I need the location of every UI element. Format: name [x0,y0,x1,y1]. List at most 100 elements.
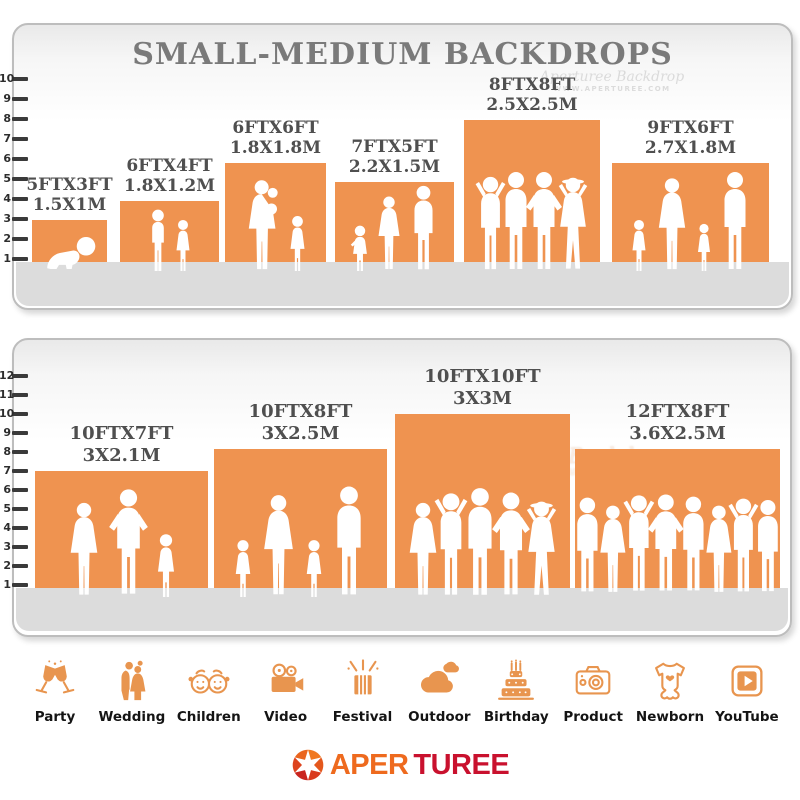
size-m-label: 2.7X1.8M [644,138,737,159]
girl-silhouette [287,215,308,271]
category-label: YouTube [715,709,779,725]
silhouette-group [464,171,600,271]
size-m-label: 2.2X1.5M [348,157,441,178]
ruler-tick [12,507,28,511]
ruler-number: 2 [3,559,11,572]
size-ft-label: 8FTX8FT [488,74,576,95]
backdrop-12ftx8ft: 12FTX8FT 3.6X2.5M [575,401,780,588]
size-ft-label: 10FTX8FT [248,401,353,423]
boy-silhouette [147,209,169,271]
woman-arms-up-silhouette [554,175,592,271]
outdoor-icon [421,661,460,693]
category-newborn: Newborn [633,658,707,725]
category-youtube: YouTube [710,658,784,725]
ruler-tick [12,257,28,261]
backdrop-size-label: 9FTX6FT 2.7X1.8M [645,118,736,159]
logo-text-orange: APER [329,748,409,781]
silhouette-group [35,487,208,597]
category-label: Product [563,709,623,725]
ruler-number: 7 [3,464,11,477]
size-m-label: 1.8X1.2M [123,176,216,197]
silhouette-group [225,179,326,271]
category-label: Birthday [483,709,549,725]
backdrop-6ftx4ft: 6FTX4FT 1.8X1.2M [120,156,219,262]
girl-silhouette [629,219,649,271]
category-label: Wedding [98,709,166,725]
ruler-number: 9 [3,92,11,105]
category-children: Children [172,658,246,725]
category-label: Newborn [635,709,705,725]
backdrop-size-label: 12FTX8FT 3.6X2.5M [626,401,730,445]
festival-icon [346,659,379,696]
man-silhouette [408,185,439,271]
silhouette-group [395,487,570,597]
video-icon [271,663,303,693]
category-label: Festival [332,709,393,725]
category-outdoor: Outdoor [402,658,476,725]
ruler-number: 10 [0,407,15,420]
category-wedding: Wedding [95,658,169,725]
newborn-icon [655,662,685,700]
size-m-label: 1.8X1.8M [229,138,322,159]
size-ft-label: 5FTX3FT [26,174,113,195]
children-icon [188,669,230,694]
brand-logo: APER TUREE [0,748,800,782]
man-silhouette [329,485,369,597]
girl-silhouette [303,539,325,597]
ruler-number: 9 [3,426,11,439]
category-festival: Festival [326,658,400,725]
girl-silhouette [173,219,193,271]
backdrop-size-label: 6FTX4FT 1.8X1.2M [124,156,215,197]
ruler-tick [12,117,28,121]
backdrop-size-label: 6FTX6FT 1.8X1.8M [230,118,321,159]
toddler-silhouette [350,225,370,271]
ruler-number: 8 [3,112,11,125]
category-label: Party [34,709,76,725]
backdrop-size-label: 5FTX3FT 1.5X1M [26,175,112,216]
backdrop-10ftx8ft: 10FTX8FT 3X2.5M [214,401,387,588]
ruler-number: 6 [3,483,11,496]
ruler-tick [12,177,28,181]
silhouette-group [32,235,107,271]
size-ft-label: 9FTX6FT [647,117,734,138]
ruler-tick [12,488,28,492]
baby-silhouette [43,235,97,271]
backdrop-8ftx8ft: 8FTX8FT 2.5X2.5M [464,75,600,262]
ruler-number: 1 [3,578,11,591]
category-party: Party [18,658,92,725]
ruler-number: 3 [3,540,11,553]
ruler-number: 5 [3,502,11,515]
size-ft-label: 10FTX10FT [424,366,541,388]
logo-text-red: TUREE [413,748,510,781]
floor-strip [16,588,788,631]
category-product: Product [556,658,630,725]
ruler-tick [12,526,28,530]
backdrop-9ftx6ft: 9FTX6FT 2.7X1.8M [612,118,769,262]
ruler-tick [12,157,28,161]
size-m-label: 3X2.5M [261,423,340,445]
size-m-label: 2.5X2.5M [486,95,578,116]
ruler-number: 7 [3,132,11,145]
silhouette-group [612,171,769,271]
backdrop-6ftx6ft: 6FTX6FT 1.8X1.8M [225,118,326,262]
ruler-tick [12,393,28,397]
ruler-number: 8 [3,445,11,458]
silhouette-group [214,485,387,597]
backdrop-size-label: 10FTX8FT 3X2.5M [249,401,353,445]
ruler-tick [12,564,28,568]
backdrop-5ftx3ft: 5FTX3FT 1.5X1M [26,175,113,262]
birthday-icon [498,659,535,700]
backdrop-10ftx10ft: 10FTX10FT 3X3M [395,366,570,588]
ruler-tick [12,545,28,549]
woman-silhouette [374,195,404,271]
backdrop-size-label: 10FTX10FT 3X3M [424,366,540,410]
ruler-number: 5 [3,172,11,185]
ruler-tick [12,97,28,101]
ruler-number: 10 [0,72,15,85]
size-ft-label: 6FTX6FT [232,117,319,138]
floor-strip [16,262,789,306]
ruler-tick [12,469,28,473]
category-video: Video [249,658,323,725]
